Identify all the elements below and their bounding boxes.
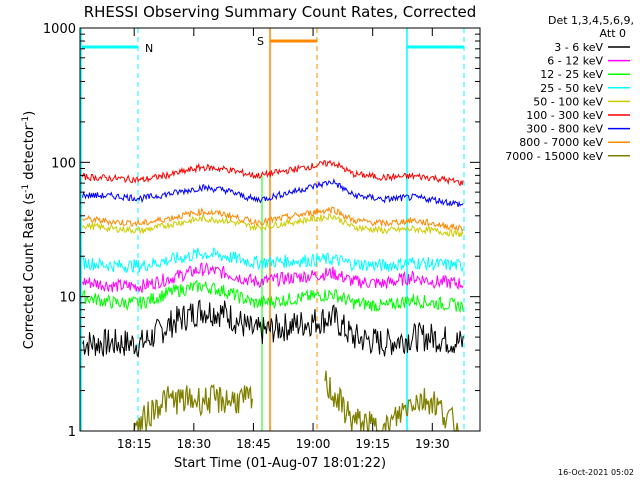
y-tick-label: 1000	[43, 22, 76, 37]
legend-label-5: 100 - 300 keV	[526, 109, 603, 122]
legend-label-7: 800 - 7000 keV	[519, 136, 603, 149]
night-marker-label: N	[145, 42, 153, 55]
legend-header-line2: Att 0	[600, 27, 626, 40]
legend-label-6: 300 - 800 keV	[526, 123, 603, 136]
legend-label-2: 12 - 25 keV	[540, 68, 603, 81]
legend-label-8: 7000 - 15000 keV	[505, 150, 603, 163]
y-axis-label: Corrected Count Rate (s-1 detector-1)	[21, 111, 37, 349]
timestamp: 16-Oct-2021 05:02	[558, 468, 634, 477]
series-line-1-0	[82, 262, 464, 293]
x-tick-label: 18:15	[117, 437, 152, 451]
series-line-2-0	[82, 279, 464, 314]
y-tick-label: 1	[68, 425, 76, 440]
chart-title: RHESSI Observing Summary Count Rates, Co…	[84, 3, 477, 21]
x-tick-label: 19:30	[415, 437, 450, 451]
x-axis-label: Start Time (01-Aug-07 18:01:22)	[174, 456, 386, 471]
series-line-8-1	[324, 370, 460, 432]
y-tick-label: 10	[59, 291, 76, 306]
x-tick-label: 18:45	[236, 437, 271, 451]
x-tick-label: 19:15	[355, 437, 390, 451]
series-line-7-0	[82, 206, 464, 233]
series-line-5-0	[82, 159, 464, 187]
axes: 18:15 18:30 18:45 19:00 19:15 19:30 1 10 100 1000	[43, 22, 480, 451]
series-line-4-0	[82, 213, 464, 238]
series-layer	[82, 159, 464, 432]
series-line-0-0	[82, 299, 464, 358]
legend-label-0: 3 - 6 keV	[554, 41, 603, 54]
x-tick-label: 19:00	[296, 437, 331, 451]
plot-frame	[79, 27, 481, 432]
y-tick-label: 100	[51, 156, 76, 171]
legend-label-1: 6 - 12 keV	[547, 55, 603, 68]
saa-marker-label: S	[257, 35, 264, 48]
legend-header-line1: Det 1,3,4,5,6,9,	[548, 14, 634, 27]
legend-label-4: 50 - 100 keV	[533, 95, 603, 108]
legend-label-3: 25 - 50 keV	[540, 82, 603, 95]
x-tick-label: 18:30	[177, 437, 212, 451]
series-line-6-0	[82, 177, 464, 208]
series-line-3-0	[82, 247, 464, 274]
series-line-8-0	[133, 383, 253, 432]
